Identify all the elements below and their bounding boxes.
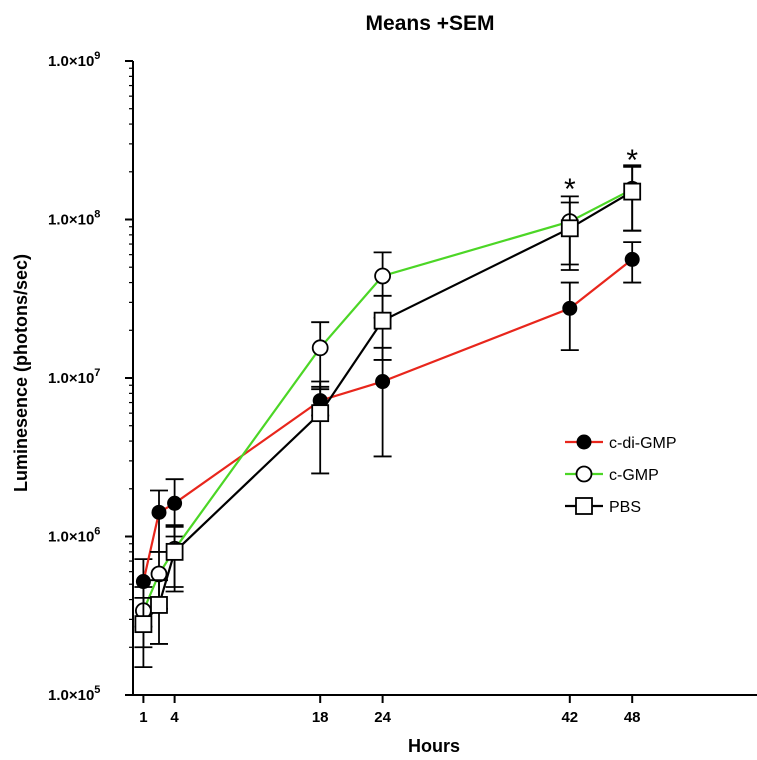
legend-item: c-di-GMP [565,434,677,452]
legend: c-di-GMP c-GMP PBS [565,434,677,516]
data-point [150,596,168,614]
data-point [560,219,579,238]
y-tick-label: 1.0×108 [48,209,100,229]
data-point [373,311,392,330]
legend-marker [576,434,592,450]
series-c-gmp [134,164,642,649]
y-tick-label: 1.0×105 [48,684,100,704]
legend-item: PBS [565,497,641,516]
y-tick-label: 1.0×109 [48,50,100,70]
legend-label: c-GMP [609,467,659,484]
x-tick-label: 1 [139,709,147,726]
data-point [165,542,184,561]
data-point [151,504,167,520]
data-point [623,182,642,201]
data-point [311,339,329,357]
legend-label: PBS [609,499,641,516]
series-c-di-gmp [134,241,642,628]
x-tick-label: 24 [374,709,391,726]
significance-star: * [564,173,576,206]
series-line [142,190,633,625]
y-axis-label: Luminesence (photons/sec) [11,254,31,492]
annotation-layer: ** [564,144,638,206]
significance-star: * [626,144,638,177]
series-pbs [134,165,642,668]
data-point [150,565,168,583]
chart-title: Means +SEM [366,12,495,35]
series-line [142,258,633,582]
y-tick-label: 1.0×107 [48,367,100,387]
data-point [311,404,330,423]
data-point [375,374,391,390]
data-point [134,615,153,634]
data-point [167,495,183,511]
legend-marker [575,497,593,515]
data-point [624,251,640,267]
series-layer [134,164,642,668]
legend-marker [575,465,593,483]
x-tick-label: 42 [561,709,578,726]
legend-item: c-GMP [565,465,659,484]
data-point [374,267,392,285]
data-point [562,300,578,316]
x-tick-label: 4 [170,709,179,726]
x-tick-label: 48 [624,709,641,726]
axes: 1.0×105 1.0×106 1.0×107 1.0×108 1.0×109 1 4 18 2… [48,50,757,726]
y-tick-label: 1.0×106 [48,526,100,546]
x-axis-label: Hours [408,736,460,756]
x-tick-label: 18 [312,709,329,726]
legend-label: c-di-GMP [609,435,677,452]
